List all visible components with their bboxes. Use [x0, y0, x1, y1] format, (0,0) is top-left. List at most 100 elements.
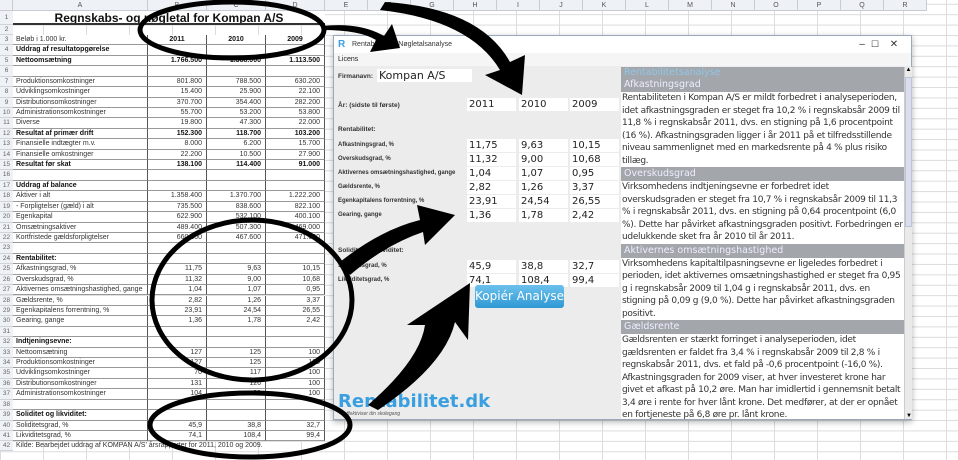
value-cell[interactable]: 3,37	[266, 295, 325, 306]
value-cell[interactable]: 507.300	[207, 222, 266, 233]
ratio-input[interactable]: 108,4	[519, 274, 568, 287]
minimize-icon[interactable]: –	[859, 39, 865, 50]
value-cell[interactable]: 630.200	[266, 76, 325, 88]
value-cell[interactable]	[148, 326, 207, 338]
column-header[interactable]: N	[712, 0, 755, 11]
ratio-input[interactable]: 45,9	[467, 260, 516, 273]
value-cell[interactable]: 32,7	[266, 420, 325, 431]
value-cell[interactable]: 47.300	[207, 118, 266, 129]
value-cell[interactable]	[207, 410, 266, 421]
analysis-text-panel[interactable]: Rentabilitetsanalyse Afkastningsgrad Rent…	[621, 67, 904, 419]
value-cell[interactable]	[148, 180, 207, 192]
column-header[interactable]: D	[266, 0, 325, 11]
value-cell[interactable]: 467.600	[207, 232, 266, 244]
row-header[interactable]: 25	[0, 264, 13, 275]
value-cell[interactable]: 15.700	[266, 139, 325, 150]
value-cell[interactable]	[148, 253, 207, 265]
value-cell[interactable]	[207, 180, 266, 192]
value-cell[interactable]: 1.113.500	[266, 55, 325, 67]
row-header[interactable]: 35	[0, 368, 13, 379]
row-header[interactable]: 23	[0, 243, 13, 254]
column-header[interactable]: A	[13, 0, 148, 11]
value-cell[interactable]	[266, 253, 325, 265]
value-cell[interactable]	[148, 410, 207, 421]
row-header[interactable]: 4	[0, 45, 13, 56]
row-header[interactable]: 17	[0, 180, 13, 192]
value-cell[interactable]: 38,8	[207, 420, 266, 431]
value-cell[interactable]: 822.100	[266, 201, 325, 213]
row-header[interactable]: 3	[0, 35, 13, 46]
value-cell[interactable]: 10,15	[266, 264, 325, 275]
value-cell[interactable]: 1.370.700	[207, 191, 266, 202]
value-cell[interactable]: 114.400	[207, 160, 266, 171]
row-header[interactable]: 32	[0, 337, 13, 348]
ratio-input[interactable]: 3,37	[570, 181, 619, 194]
row-header[interactable]: 1	[0, 11, 13, 25]
row-header[interactable]: 30	[0, 316, 13, 327]
value-cell[interactable]: 125	[207, 347, 266, 358]
value-cell[interactable]: 2,42	[266, 316, 325, 327]
ratio-input[interactable]: 11,75	[467, 139, 516, 152]
column-header[interactable]: Q	[841, 0, 884, 11]
value-cell[interactable]: 2011	[148, 35, 207, 46]
value-cell[interactable]: 22.200	[148, 149, 207, 161]
value-cell[interactable]: 622.900	[148, 212, 207, 223]
value-cell[interactable]	[207, 337, 266, 348]
value-cell[interactable]: 138.100	[148, 160, 207, 171]
value-cell[interactable]	[266, 170, 325, 181]
value-cell[interactable]: 2009	[266, 35, 325, 46]
row-header[interactable]: 36	[0, 378, 13, 390]
scrollbar[interactable]: ▲ ▼	[904, 67, 912, 419]
value-cell[interactable]: 22.000	[266, 118, 325, 129]
value-cell[interactable]: 471.600	[266, 232, 325, 244]
scroll-down-icon[interactable]: ▼	[906, 413, 912, 419]
row-header[interactable]: 11	[0, 118, 13, 129]
row-header[interactable]: 7	[0, 76, 13, 88]
row-header[interactable]: 22	[0, 232, 13, 244]
row-header[interactable]: 39	[0, 410, 13, 421]
value-cell[interactable]	[266, 410, 325, 421]
value-cell[interactable]	[266, 45, 325, 56]
column-header[interactable]: G	[411, 0, 454, 11]
row-header[interactable]: 42	[0, 441, 13, 452]
value-cell[interactable]: 10,68	[266, 274, 325, 286]
value-cell[interactable]: 19.800	[148, 118, 207, 129]
ratio-input[interactable]: 10,15	[570, 139, 619, 152]
ratio-input[interactable]: 1,07	[519, 167, 568, 180]
value-cell[interactable]: 2,82	[148, 295, 207, 306]
year-input[interactable]: 2009	[570, 98, 619, 111]
value-cell[interactable]	[207, 243, 266, 254]
value-cell[interactable]: 532.100	[207, 212, 266, 223]
ratio-input[interactable]: 23,91	[467, 195, 516, 208]
row-header[interactable]: 27	[0, 285, 13, 296]
value-cell[interactable]: 660.100	[148, 232, 207, 244]
select-all-corner[interactable]	[0, 0, 13, 11]
value-cell[interactable]: 55.700	[148, 107, 207, 119]
value-cell[interactable]: 1.766.500	[148, 55, 207, 67]
row-header[interactable]: 5	[0, 55, 13, 67]
column-header[interactable]: J	[540, 0, 583, 11]
ratio-input[interactable]: 24,54	[519, 195, 568, 208]
row-header[interactable]: 34	[0, 358, 13, 369]
value-cell[interactable]: 1,07	[207, 285, 266, 296]
row-header[interactable]: 9	[0, 97, 13, 108]
row-header[interactable]: 2	[0, 25, 13, 35]
maximize-icon[interactable]: ☐	[870, 39, 880, 49]
ratio-input[interactable]: 9,63	[519, 139, 568, 152]
value-cell[interactable]: 104	[148, 389, 207, 400]
value-cell[interactable]: 26,55	[266, 305, 325, 317]
ratio-input[interactable]: 99,4	[570, 274, 619, 287]
value-cell[interactable]: 27.900	[266, 149, 325, 161]
column-header[interactable]: E	[325, 0, 368, 11]
row-header[interactable]: 8	[0, 87, 13, 98]
ratio-input[interactable]: 38,8	[519, 260, 568, 273]
value-cell[interactable]: 9,63	[207, 264, 266, 275]
value-cell[interactable]	[148, 170, 207, 181]
value-cell[interactable]: 99,4	[266, 430, 325, 442]
column-header[interactable]: I	[497, 0, 540, 11]
value-cell[interactable]: 100	[266, 368, 325, 379]
row-header[interactable]: 31	[0, 326, 13, 338]
row-header[interactable]: 10	[0, 107, 13, 119]
value-cell[interactable]: 735.500	[148, 201, 207, 213]
value-cell[interactable]: 45,9	[148, 420, 207, 431]
